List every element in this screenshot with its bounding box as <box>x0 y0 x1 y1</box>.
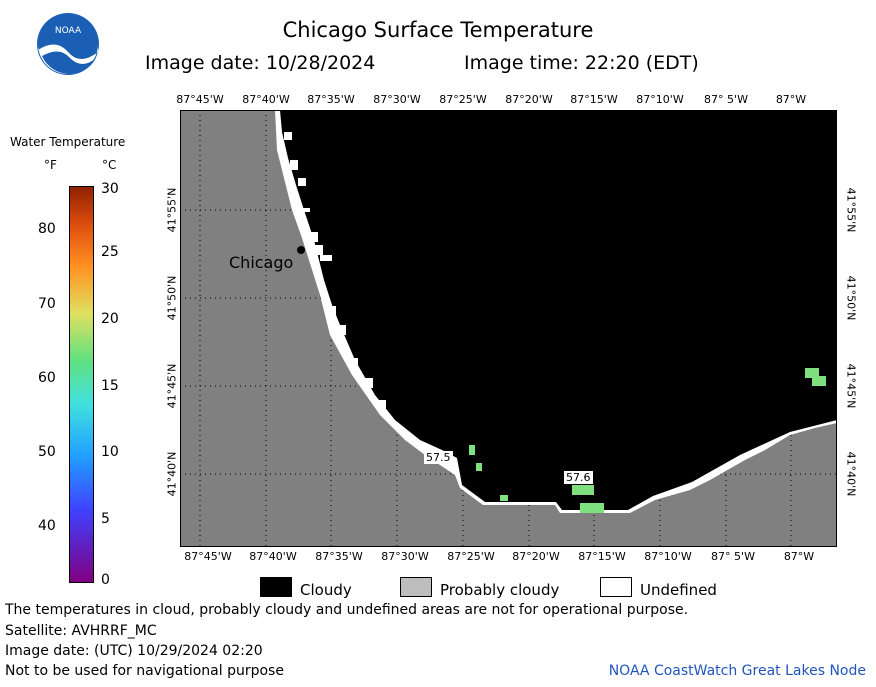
noaa-logo: NOAA <box>37 13 99 75</box>
chicago-marker <box>297 246 305 254</box>
c-tick: 0 <box>101 572 110 588</box>
lon-label-bottom: 87°40'W <box>249 550 297 563</box>
lon-label-top: 87°W <box>775 93 807 106</box>
lon-label-top: 87°45'W <box>176 93 224 106</box>
undefined-swatch <box>600 577 632 597</box>
f-tick: 60 <box>38 370 56 386</box>
utc-date-text: Image date: (UTC) 10/29/2024 02:20 <box>5 643 263 659</box>
c-tick: 10 <box>101 444 119 460</box>
lon-label-top: 87°35'W <box>307 93 355 106</box>
f-tick: 50 <box>38 444 56 460</box>
image-date-label: Image date: 10/28/2024 <box>145 52 376 74</box>
lat-label-left: 41°40'N <box>165 451 179 497</box>
temp-label: 57.6 <box>564 471 593 484</box>
c-tick: 15 <box>101 378 119 394</box>
lon-label-bottom: 87°25'W <box>447 550 495 563</box>
temp-label: 57.5 <box>424 451 453 464</box>
f-tick: 40 <box>38 518 56 534</box>
lon-label-bottom: 87°10'W <box>644 550 692 563</box>
lon-label-top: 87°15'W <box>570 93 618 106</box>
lat-label-right: 41°55'N <box>844 187 858 233</box>
lon-label-bottom: 87°45'W <box>184 550 232 563</box>
c-tick: 30 <box>101 181 119 197</box>
lon-label-top: 87°30'W <box>373 93 421 106</box>
c-tick: 25 <box>101 244 119 260</box>
image-time-label: Image time: 22:20 (EDT) <box>464 52 699 74</box>
lon-label-bottom: 87°W <box>783 550 815 563</box>
map-canvas <box>180 110 837 547</box>
valid-temperature-pixels <box>469 368 826 513</box>
disclaimer-text: The temperatures in cloud, probably clou… <box>5 602 689 618</box>
c-tick: 20 <box>101 311 119 327</box>
unit-f: °F <box>44 158 57 172</box>
lon-label-bottom: 87° 5'W <box>711 550 755 563</box>
lon-label-top: 87°40'W <box>242 93 290 106</box>
unit-c: °C <box>102 158 117 172</box>
lat-label-right: 41°40'N <box>844 451 858 497</box>
lat-label-left: 41°50'N <box>165 275 179 321</box>
lon-label-bottom: 87°15'W <box>578 550 626 563</box>
cloud-area <box>280 110 837 510</box>
legend-title: Water Temperature <box>10 135 126 149</box>
cloudy-swatch <box>260 577 292 597</box>
lat-label-right: 41°50'N <box>844 275 858 321</box>
probably-cloudy-label: Probably cloudy <box>440 581 560 599</box>
colorbar <box>69 186 94 583</box>
lat-label-left: 41°45'N <box>165 363 179 409</box>
lat-label-left: 41°55'N <box>165 187 179 233</box>
c-tick: 5 <box>101 511 110 527</box>
logo-text: NOAA <box>55 26 82 36</box>
lon-label-top: 87°20'W <box>505 93 553 106</box>
satellite-text: Satellite: AVHRRF_MC <box>5 623 157 639</box>
f-tick: 70 <box>38 296 56 312</box>
lat-label-right: 41°45'N <box>844 363 858 409</box>
lon-label-top: 87° 5'W <box>704 93 748 106</box>
credit-text: NOAA CoastWatch Great Lakes Node <box>608 663 866 679</box>
lon-label-bottom: 87°20'W <box>512 550 560 563</box>
lon-label-bottom: 87°30'W <box>381 550 429 563</box>
city-label: Chicago <box>229 253 294 272</box>
page-title: Chicago Surface Temperature <box>282 18 594 42</box>
probably-cloudy-swatch <box>400 577 432 597</box>
lon-label-top: 87°10'W <box>636 93 684 106</box>
undefined-label: Undefined <box>640 581 717 599</box>
lon-label-bottom: 87°35'W <box>315 550 363 563</box>
navigation-warning: Not to be used for navigational purpose <box>5 663 284 679</box>
cloudy-label: Cloudy <box>300 581 352 599</box>
f-tick: 80 <box>38 221 56 237</box>
lon-label-top: 87°25'W <box>439 93 487 106</box>
